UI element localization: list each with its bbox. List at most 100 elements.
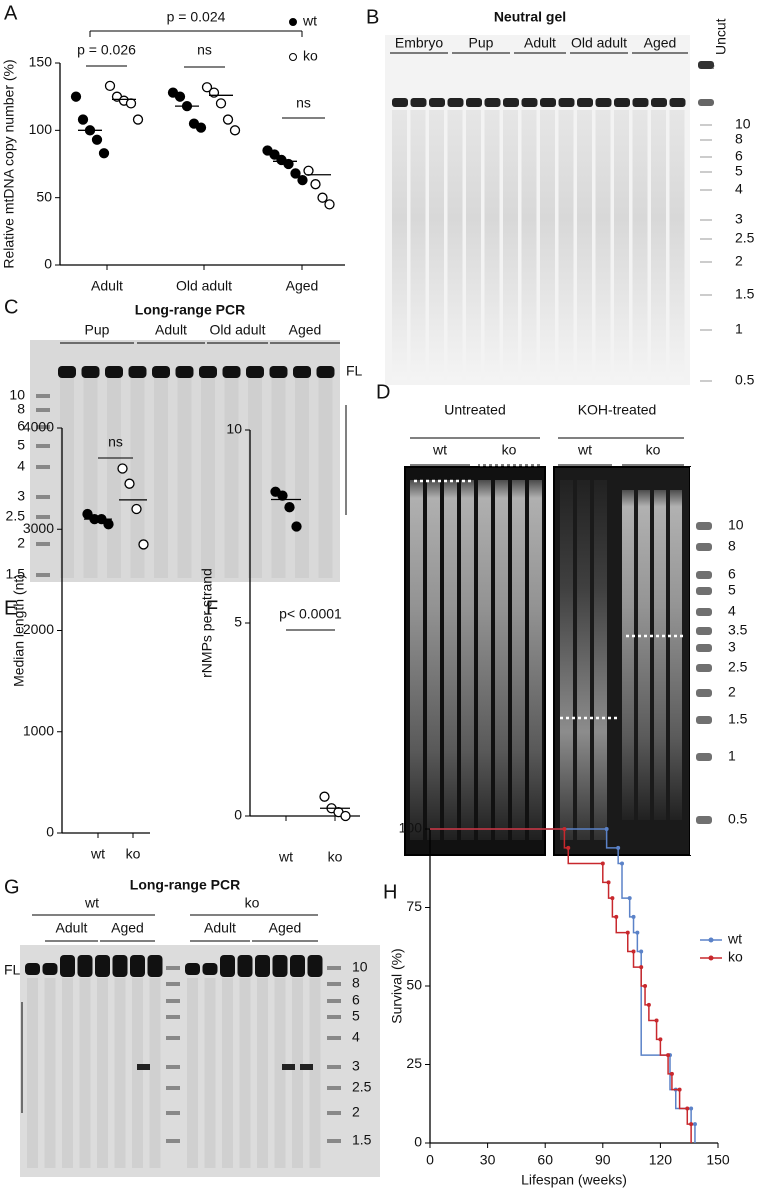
gel-lane [447, 110, 463, 380]
ladder-band [36, 465, 50, 469]
dot [103, 519, 114, 530]
y-tick-label: 0 [234, 807, 242, 823]
survival-marker [643, 984, 648, 988]
gel-band [105, 366, 123, 378]
survival-marker [685, 1106, 690, 1111]
ladder-band [327, 1065, 341, 1069]
ladder-band [327, 1139, 341, 1143]
annotation: ns [197, 42, 212, 58]
dot [174, 91, 186, 102]
dot [117, 463, 128, 474]
survival-marker [562, 827, 567, 831]
ladder-band [696, 716, 712, 724]
gel-band [112, 955, 128, 977]
survival-marker [604, 827, 609, 831]
gel-band [466, 98, 482, 107]
gel-band [77, 955, 93, 977]
gel-band [521, 98, 538, 107]
gel-band [577, 98, 593, 107]
gel-lane [295, 378, 309, 578]
ladder-band [700, 156, 712, 158]
y-tick-label: 25 [406, 1055, 422, 1071]
x-axis-label: Lifespan (weeks) [521, 1172, 627, 1188]
y-axis-label: Median length (nt) [11, 574, 27, 687]
ladder-band [327, 1015, 341, 1019]
group-label: Aged [289, 322, 322, 338]
dot [138, 539, 149, 550]
dot [132, 114, 144, 125]
survival-marker [666, 1053, 671, 1058]
gel-band [503, 98, 519, 107]
gel-lane [248, 378, 262, 578]
ladder-label: 6 [352, 992, 360, 1008]
y-tick-label: 75 [406, 898, 422, 914]
dot [215, 98, 227, 109]
x-tick-label: Aged [286, 278, 319, 294]
dot [324, 199, 335, 210]
annotation: p = 0.024 [167, 9, 226, 25]
gel-lane [274, 978, 286, 1168]
gel-lane [318, 378, 333, 578]
gel-lane [466, 110, 481, 380]
legend-label: ko [303, 48, 318, 64]
dot [290, 168, 301, 179]
gel-band [290, 955, 305, 977]
gel-lane [614, 110, 629, 380]
x-tick-label: wt [90, 846, 105, 862]
ladder-label: 6 [735, 148, 743, 164]
dot [98, 148, 110, 159]
group-label: Pup [469, 35, 494, 51]
group-label: Adult [56, 920, 88, 936]
gel-lane [410, 480, 423, 840]
x-tick-label: 150 [706, 1152, 730, 1168]
dot [303, 165, 314, 176]
gel-band [220, 955, 235, 977]
gel-band [410, 98, 427, 107]
ladder-label: 8 [728, 538, 736, 554]
ladder-band [700, 329, 712, 331]
gel-band [651, 98, 667, 107]
gel-lane [62, 978, 73, 1168]
ladder-label: 10 [9, 387, 25, 403]
ladder-label: 3 [17, 488, 25, 504]
gel-band [60, 955, 75, 977]
y-tick-label: 0 [44, 256, 52, 272]
panel-label: B [366, 6, 379, 28]
ladder-label: 4 [728, 603, 736, 619]
legend-marker [289, 18, 297, 26]
gel-band [595, 98, 612, 107]
ladder-band [166, 982, 180, 986]
group-label: Old adult [571, 35, 627, 51]
gel-band [669, 98, 686, 107]
ladder-label: 1 [735, 321, 743, 337]
y-tick-label: 3000 [23, 520, 54, 536]
ladder-band [166, 1111, 180, 1115]
dot [125, 98, 137, 109]
gel-lane [444, 480, 457, 840]
gel-g [20, 945, 380, 1177]
gel-lane [521, 110, 537, 380]
gel-lane [224, 378, 239, 578]
ladder-band [696, 571, 712, 579]
survival-marker [600, 861, 605, 866]
ladder-band [700, 238, 712, 240]
ladder-label: 2.5 [735, 230, 755, 246]
ladder-label: 6 [728, 566, 736, 582]
group-label: Adult [204, 920, 236, 936]
gel-band [269, 366, 288, 378]
ladder-band [696, 627, 712, 635]
gel-band [392, 98, 408, 107]
y-tick-label: 0 [414, 1134, 422, 1150]
ladder-band [700, 139, 712, 141]
gel-lane [632, 110, 648, 380]
annotation: p = 0.026 [77, 42, 136, 58]
y-tick-label: 10 [226, 421, 242, 437]
ladder-label: 0.5 [735, 372, 755, 388]
survival-marker [654, 1018, 659, 1023]
ladder-band [166, 1015, 180, 1019]
gel-lane [83, 378, 98, 578]
ladder-band [696, 753, 712, 761]
gel-lane [44, 978, 56, 1168]
ladder-band [36, 515, 50, 519]
gel-lane [114, 978, 126, 1168]
